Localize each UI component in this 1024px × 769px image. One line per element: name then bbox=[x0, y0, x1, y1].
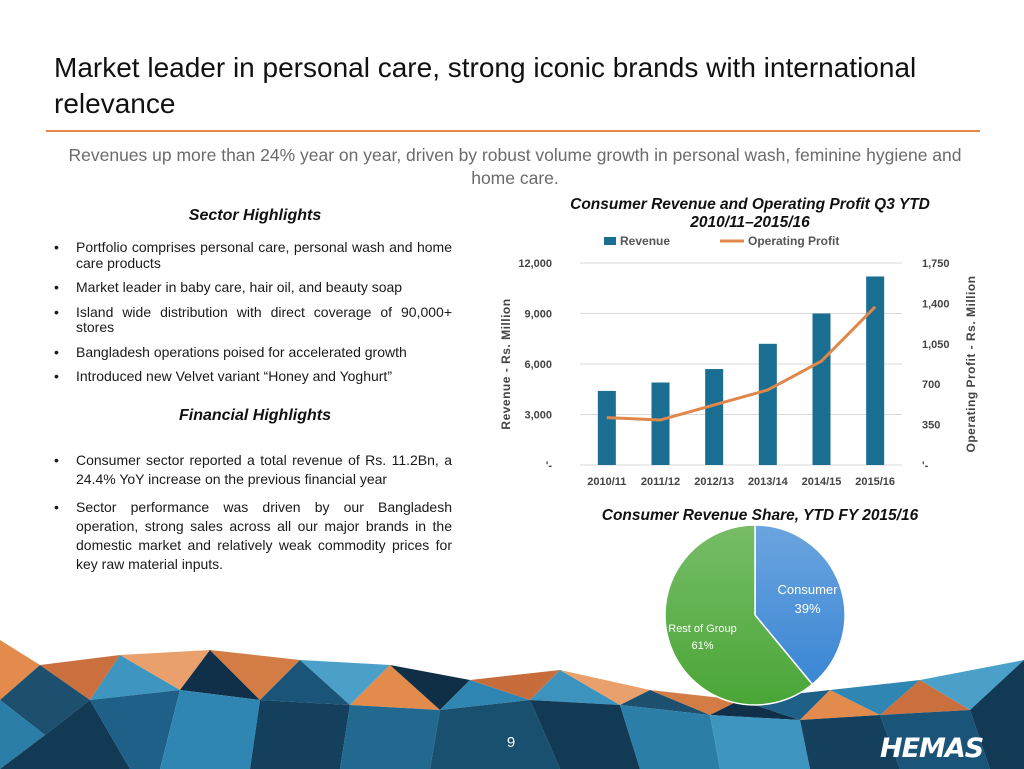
bullet-text: Sector performance was driven by our Ban… bbox=[76, 499, 452, 572]
chart-legend: Revenue Operating Profit bbox=[604, 234, 839, 248]
x-tick-label: 2013/14 bbox=[748, 476, 789, 488]
y-tick-label: 3,000 bbox=[524, 410, 552, 422]
bar-revenue bbox=[597, 390, 616, 465]
y-tick-label: 6,000 bbox=[524, 359, 552, 371]
bullet-text: Consumer sector reported a total revenue… bbox=[76, 452, 452, 487]
bullet-text: Portfolio comprises personal care, perso… bbox=[76, 239, 452, 271]
pie-slice-label: Consumer bbox=[778, 582, 839, 597]
list-item: • Introduced new Velvet variant “Honey an… bbox=[52, 368, 452, 385]
y2-tick-label: 700 bbox=[922, 379, 940, 391]
y-tick-label: 12,000 bbox=[518, 258, 552, 270]
bullet-icon: • bbox=[54, 368, 59, 384]
y2-tick-label: 1,750 bbox=[922, 258, 950, 270]
pie-slice-label: Rest of Group bbox=[668, 623, 736, 635]
list-item: • Island wide distribution with direct co… bbox=[52, 303, 452, 336]
y2-tick-label: 1,400 bbox=[922, 298, 950, 310]
company-logo: HEMAS bbox=[880, 733, 984, 764]
legend-label-operating-profit: Operating Profit bbox=[748, 234, 839, 248]
list-item: • Consumer sector reported a total revenu… bbox=[52, 451, 452, 489]
bar-revenue bbox=[705, 369, 724, 465]
page-number: 9 bbox=[506, 734, 516, 751]
y2-tick-label: 350 bbox=[922, 420, 940, 432]
bar-revenue bbox=[812, 313, 831, 465]
bullet-icon: • bbox=[54, 499, 59, 515]
bullet-icon: • bbox=[54, 303, 59, 320]
y2-tick-label: '- bbox=[922, 460, 929, 472]
bullet-icon: • bbox=[54, 343, 59, 360]
page-title: Market leader in personal care, strong i… bbox=[54, 52, 917, 119]
y-tick-label: 9,000 bbox=[524, 309, 552, 321]
title-divider bbox=[46, 130, 980, 132]
pie-slice-percent: 61% bbox=[691, 640, 713, 652]
list-item: • Bangladesh operations poised for accele… bbox=[52, 343, 452, 361]
line-operating-profit bbox=[606, 305, 877, 422]
bar-revenue bbox=[866, 276, 885, 465]
financial-highlights-list: • Consumer sector reported a total revenu… bbox=[52, 451, 452, 583]
x-tick-label: 2012/13 bbox=[694, 476, 734, 488]
list-item: • Market leader in baby care, hair oil, a… bbox=[52, 279, 452, 296]
revenue-profit-chart: Revenue Operating Profit '- 3,000 6,000 9,000… bbox=[499, 234, 978, 488]
y2-axis-label: Operating Profit - Rs. Million bbox=[964, 276, 978, 453]
sector-highlights-heading: Sector Highlights bbox=[188, 207, 322, 224]
y-axis-label: Revenue - Rs. Million bbox=[499, 298, 513, 429]
pie-slice bbox=[664, 525, 814, 706]
bullet-text: Bangladesh operations poised for acceler… bbox=[76, 343, 407, 360]
pie-slice-percent: 39% bbox=[794, 601, 820, 616]
bar-chart-title: Consumer Revenue and Operating Profit Q3… bbox=[570, 196, 930, 231]
y2-tick-label: 1,050 bbox=[922, 339, 950, 351]
list-item: • Portfolio comprises personal care, pers… bbox=[52, 239, 452, 271]
financial-highlights-heading: Financial Highlights bbox=[178, 407, 331, 424]
revenue-share-pie: Consumer 39% Rest of Group 61% bbox=[664, 525, 846, 706]
y-tick-label: '- bbox=[546, 460, 553, 472]
legend-label-revenue: Revenue bbox=[620, 234, 670, 248]
x-tick-label: 2015/16 bbox=[855, 476, 895, 488]
legend-swatch-revenue bbox=[604, 237, 616, 245]
bullet-text: Island wide distribution with direct cov… bbox=[76, 303, 452, 335]
page-subtitle: Revenues up more than 24% year on year, … bbox=[68, 145, 962, 188]
pie-slice bbox=[754, 525, 846, 686]
x-tick-label: 2014/15 bbox=[802, 476, 842, 488]
bullet-icon: • bbox=[54, 239, 59, 255]
list-item: • Sector performance was driven by our Ba… bbox=[52, 498, 452, 574]
x-tick-label: 2010/11 bbox=[587, 476, 626, 488]
bullet-icon: • bbox=[54, 279, 59, 295]
bullet-icon: • bbox=[54, 452, 59, 468]
bar-revenue bbox=[758, 343, 777, 465]
pie-chart-title: Consumer Revenue Share, YTD FY 2015/16 bbox=[601, 507, 919, 524]
bullet-text: Market leader in baby care, hair oil, an… bbox=[76, 279, 403, 295]
bar-revenue bbox=[651, 382, 670, 465]
bullet-text: Introduced new Velvet variant “Honey and… bbox=[76, 368, 392, 384]
sector-highlights-list: • Portfolio comprises personal care, pers… bbox=[52, 239, 452, 394]
x-tick-label: 2011/12 bbox=[641, 476, 680, 488]
